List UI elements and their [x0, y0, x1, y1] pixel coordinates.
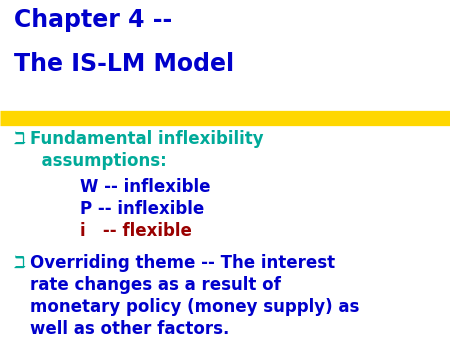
- Text: Chapter 4 --: Chapter 4 --: [14, 8, 172, 32]
- Text: monetary policy (money supply) as: monetary policy (money supply) as: [30, 298, 360, 316]
- Text: The IS-LM Model: The IS-LM Model: [14, 52, 234, 76]
- Text: well as other factors.: well as other factors.: [30, 320, 230, 338]
- Text: ℶ: ℶ: [14, 130, 26, 148]
- Text: Overriding theme -- The interest: Overriding theme -- The interest: [30, 254, 335, 272]
- Text: P -- inflexible: P -- inflexible: [80, 200, 204, 218]
- Text: assumptions:: assumptions:: [30, 152, 167, 170]
- Text: ℶ: ℶ: [14, 254, 26, 272]
- Text: W -- inflexible: W -- inflexible: [80, 178, 211, 196]
- Text: Fundamental inflexibility: Fundamental inflexibility: [30, 130, 264, 148]
- Text: rate changes as a result of: rate changes as a result of: [30, 276, 281, 294]
- Text: i   -- flexible: i -- flexible: [80, 222, 192, 240]
